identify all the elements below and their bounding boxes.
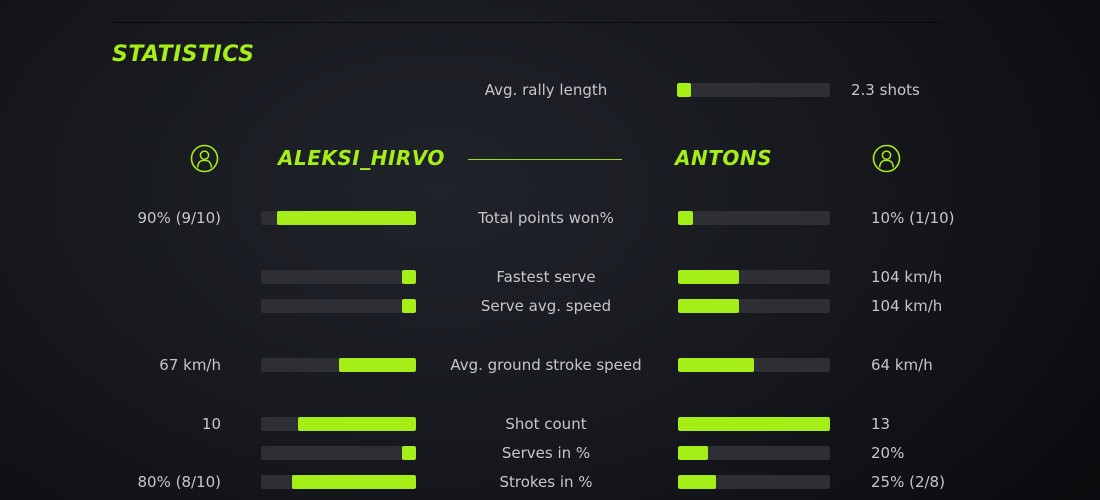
right-bar [678,446,830,460]
left-bar [261,211,416,225]
left-value [0,446,221,460]
stat-label: Strokes in % [499,473,593,491]
stat-label: Avg. ground stroke speed [450,356,642,374]
summary-row: Avg. rally length 2.3 shots [0,81,1100,99]
right-bar-fill [678,270,739,284]
top-divider [113,22,941,23]
summary-value: 2.3 shots [851,81,920,99]
summary-bar-fill [677,83,691,97]
summary-bar [677,83,830,97]
left-bar [261,417,416,431]
left-value: 90% (9/10) [137,209,222,227]
left-bar [261,446,416,460]
left-value: 67 km/h [159,356,221,374]
right-bar-fill [678,475,716,489]
stat-label: Fastest serve [496,268,596,286]
right-value: 20% [871,444,905,462]
left-bar [261,299,416,313]
left-bar-fill [402,446,416,460]
stat-label: Serve avg. speed [480,297,612,315]
right-value: 64 km/h [871,356,933,374]
stat-label: Total points won% [478,209,614,227]
right-bar [678,358,830,372]
left-bar [261,358,416,372]
left-bar-fill [298,417,416,431]
right-bar [678,270,830,284]
stat-row: 80% (8/10) Strokes in % 25% (2/8) [0,473,1100,491]
right-value: 10% (1/10) [871,209,955,227]
player-left-avatar-icon [190,144,219,173]
player-right-avatar-icon [872,144,901,173]
stat-row: Serves in % 20% [0,444,1100,462]
left-value [0,299,221,313]
right-bar-fill [678,446,709,460]
right-bar-fill [678,358,754,372]
right-bar-fill [678,299,739,313]
right-bar [678,299,830,313]
header-divider [468,159,622,160]
left-bar-fill [292,475,416,489]
summary-label: Avg. rally length [484,81,608,99]
left-bar [261,270,416,284]
stat-row: 10 Shot count 13 [0,415,1100,433]
stat-row: 67 km/h Avg. ground stroke speed 64 km/h [0,356,1100,374]
left-value: 80% (8/10) [137,473,222,491]
left-bar-fill [338,358,416,372]
player-left-name: ALEKSI_HIRVO [278,146,445,170]
right-value: 25% (2/8) [871,473,945,491]
left-value: 10 [201,415,221,433]
right-bar-fill [678,211,694,225]
left-bar-fill [276,211,416,225]
stat-row: Fastest serve 104 km/h [0,268,1100,286]
player-right-name: ANTONS [675,146,773,170]
page-title: STATISTICS [112,42,255,67]
right-bar [678,211,830,225]
left-value [0,270,221,284]
stat-row: Serve avg. speed 104 km/h [0,297,1100,315]
stat-label: Serves in % [501,444,591,462]
right-bar [678,475,830,489]
stat-label: Shot count [505,415,587,433]
right-bar [678,417,830,431]
right-value: 13 [871,415,891,433]
left-bar-fill [402,270,416,284]
right-bar-fill [678,417,830,431]
left-bar-fill [402,299,416,313]
right-value: 104 km/h [871,268,943,286]
left-bar [261,475,416,489]
stat-row: 90% (9/10) Total points won% 10% (1/10) [0,209,1100,227]
right-value: 104 km/h [871,297,943,315]
